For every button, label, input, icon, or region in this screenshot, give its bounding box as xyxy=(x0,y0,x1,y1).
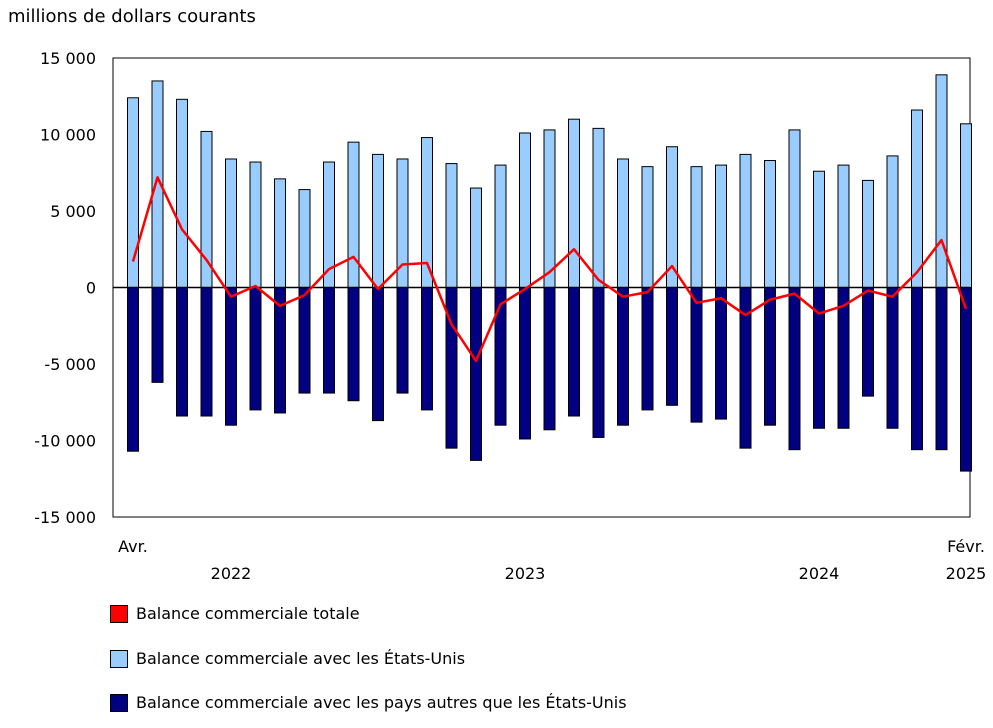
bar-other xyxy=(666,287,678,406)
bar-us xyxy=(617,158,629,288)
bar-us xyxy=(470,187,482,288)
bar-other xyxy=(176,287,188,417)
bar-other xyxy=(347,287,360,402)
bar-other xyxy=(372,287,384,422)
bar-other xyxy=(494,287,507,426)
bar-us xyxy=(764,160,776,288)
bar-other xyxy=(641,287,654,411)
bar-other xyxy=(298,287,311,394)
bar-us xyxy=(886,155,899,288)
bar-other xyxy=(396,287,409,394)
chart-title: millions de dollars courants xyxy=(8,6,256,27)
y-tick-label: -5 000 xyxy=(44,355,96,374)
legend-label-other: Balance commerciale avec les pays autres… xyxy=(136,693,627,712)
bar-us xyxy=(519,132,531,288)
x-year-label: 2025 xyxy=(946,564,987,583)
bar-us xyxy=(445,163,458,289)
legend-item-total: Balance commerciale totale xyxy=(110,604,360,623)
bar-other xyxy=(151,287,164,383)
bar-other xyxy=(470,287,482,461)
bar-other xyxy=(886,287,899,429)
bar-us xyxy=(690,166,703,289)
bar-other xyxy=(249,287,262,411)
bar-other xyxy=(323,287,335,394)
legend-item-us: Balance commerciale avec les États-Unis xyxy=(110,649,465,668)
bar-us xyxy=(837,164,850,289)
y-tick-label: -10 000 xyxy=(34,432,96,451)
bar-other xyxy=(862,287,874,397)
x-year-label: 2023 xyxy=(505,564,546,583)
bar-us xyxy=(494,164,507,289)
bar-other xyxy=(421,287,433,411)
bar-other xyxy=(690,287,703,423)
bar-other xyxy=(788,287,801,451)
legend-label-us: Balance commerciale avec les États-Unis xyxy=(136,649,466,668)
legend-swatch-us xyxy=(110,649,128,668)
y-tick-label: 15 000 xyxy=(40,49,96,68)
bar-other xyxy=(960,287,972,472)
bar-us xyxy=(911,109,923,288)
bar-us xyxy=(862,179,874,288)
bar-us xyxy=(592,127,605,288)
x-month-label: Févr. xyxy=(947,537,985,556)
x-year-label: 2024 xyxy=(799,564,840,583)
bar-other xyxy=(592,287,605,438)
bar-us xyxy=(641,166,654,289)
legend-item-other: Balance commerciale avec les pays autres… xyxy=(110,693,627,712)
bar-other xyxy=(225,287,237,426)
legend-label-total: Balance commerciale totale xyxy=(136,604,360,623)
y-tick-label: 0 xyxy=(86,279,96,298)
bar-us xyxy=(813,170,825,288)
y-tick-label: 10 000 xyxy=(40,126,96,145)
bar-other xyxy=(127,287,139,452)
bar-other xyxy=(543,287,556,431)
bar-us xyxy=(788,129,801,288)
bar-us xyxy=(739,153,752,288)
y-tick-label: -15 000 xyxy=(34,508,96,527)
bar-other xyxy=(715,287,727,420)
bar-us xyxy=(935,74,948,288)
bar-other xyxy=(935,287,948,451)
bar-other xyxy=(568,287,580,417)
x-month-label: Avr. xyxy=(118,537,148,556)
bar-us xyxy=(274,178,286,288)
x-year-label: 2022 xyxy=(211,564,252,583)
bar-us xyxy=(298,189,311,288)
bar-us xyxy=(372,153,384,288)
bar-other xyxy=(200,287,213,417)
bar-other xyxy=(813,287,825,429)
bar-other xyxy=(764,287,776,426)
bar-us xyxy=(225,158,237,288)
bar-us xyxy=(347,141,360,288)
bar-us xyxy=(960,123,972,289)
legend-swatch-other xyxy=(110,693,128,712)
bar-us xyxy=(176,98,188,288)
bar-other xyxy=(911,287,923,451)
bar-us xyxy=(715,164,727,289)
bar-us xyxy=(568,118,580,288)
y-tick-label: 5 000 xyxy=(50,202,96,221)
bar-other xyxy=(519,287,531,440)
bar-us xyxy=(543,129,556,288)
bar-us xyxy=(249,161,262,288)
legend-swatch-total xyxy=(110,604,128,623)
bar-other xyxy=(617,287,629,426)
bar-other xyxy=(837,287,850,429)
